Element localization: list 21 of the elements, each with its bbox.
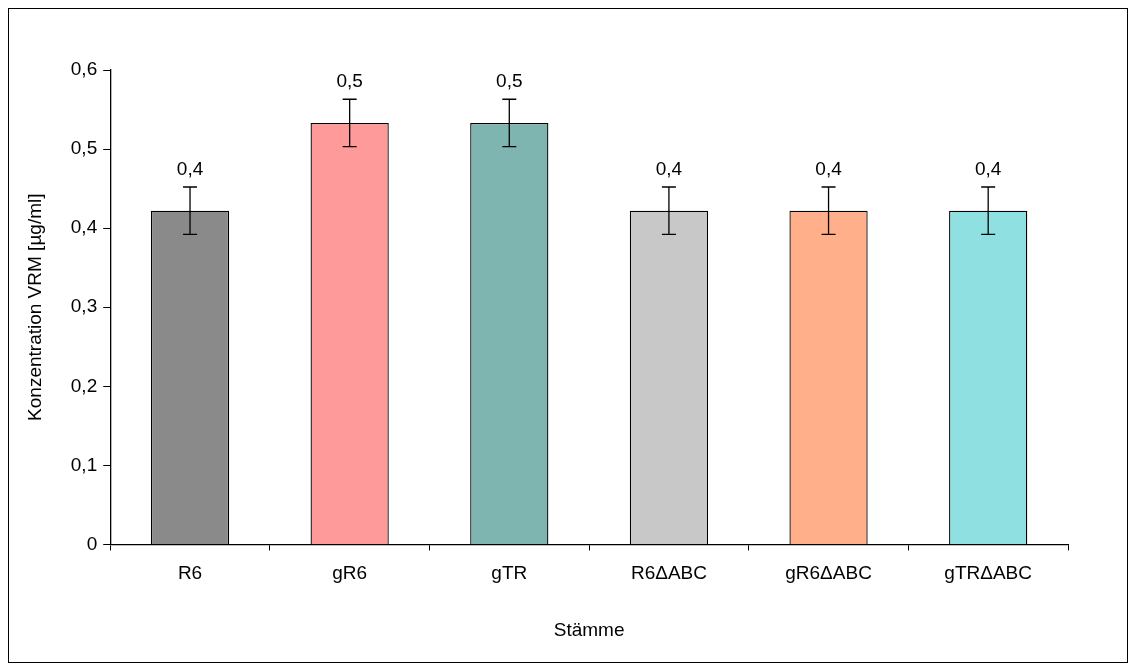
data-label: 0,4 (176, 157, 204, 179)
y-tick-label: 0,2 (70, 374, 98, 396)
y-tick-label: 0,4 (70, 216, 98, 238)
data-label: 0,4 (974, 157, 1002, 179)
y-tick-label: 0 (86, 532, 98, 554)
y-tick-label: 0,1 (70, 453, 98, 475)
y-tick-label: 0,6 (70, 58, 98, 80)
y-tick-label: 0,5 (70, 137, 98, 159)
x-tick-label: gTRΔABC (944, 562, 1033, 584)
data-label: 0,5 (496, 69, 523, 91)
y-axis-title: Konzentration VRM [µg/ml] (23, 193, 45, 421)
y-tick-label: 0,3 (70, 295, 98, 317)
data-label: 0,4 (655, 157, 683, 179)
data-label: 0,4 (815, 157, 843, 179)
x-axis-title: Stämme (553, 618, 625, 640)
x-tick-label: R6ΔABC (630, 562, 707, 584)
x-tick-label: gR6ΔABC (785, 562, 872, 584)
data-label: 0,5 (336, 69, 363, 91)
x-tick-label: R6 (177, 562, 203, 584)
x-tick-label: gTR (491, 562, 528, 584)
x-tick-label: gR6 (332, 562, 368, 584)
